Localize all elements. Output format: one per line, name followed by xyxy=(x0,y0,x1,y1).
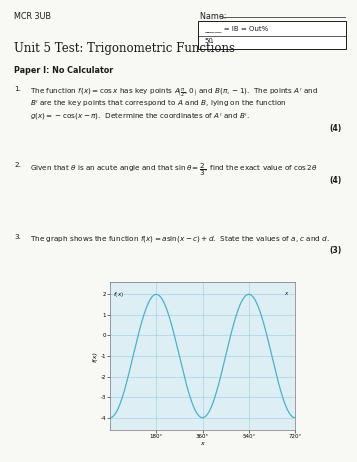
Text: _____ = IB = Out%: _____ = IB = Out% xyxy=(204,25,268,32)
X-axis label: x: x xyxy=(201,441,204,445)
Text: MCR 3UB: MCR 3UB xyxy=(14,12,51,21)
Text: $x$: $x$ xyxy=(285,290,290,297)
Text: Given that $\theta$ is an acute angle and that $\sin\theta = \dfrac{2}{3}$, find: Given that $\theta$ is an acute angle an… xyxy=(30,162,318,178)
Text: The graph shows the function $f(x) = a\sin(x - c) + d$.  State the values of $a$: The graph shows the function $f(x) = a\s… xyxy=(30,234,330,244)
Text: $B'$ are the key points that correspond to $A$ and $B$, lying on the function: $B'$ are the key points that correspond … xyxy=(30,99,286,110)
Text: $g(x) = -\cos(x - \pi)$.  Determine the coordinates of $A'$ and $B'$.: $g(x) = -\cos(x - \pi)$. Determine the c… xyxy=(30,112,250,123)
Text: (3): (3) xyxy=(330,246,342,255)
Text: (4): (4) xyxy=(330,124,342,133)
Text: Name:: Name: xyxy=(200,12,229,21)
Text: 2.: 2. xyxy=(14,162,21,168)
Text: Unit 5 Test: Trigonometric Functions: Unit 5 Test: Trigonometric Functions xyxy=(14,42,235,55)
Text: The function $f(x) = \cos x$ has key points $A\!\left(\frac{\pi}{2}, 0\right)$ a: The function $f(x) = \cos x$ has key poi… xyxy=(30,86,318,99)
Text: $f(x)$: $f(x)$ xyxy=(112,290,124,299)
Text: 3.: 3. xyxy=(14,234,21,240)
Y-axis label: f(x): f(x) xyxy=(92,351,97,361)
Text: 50: 50 xyxy=(204,38,213,44)
Text: (4): (4) xyxy=(330,176,342,185)
Text: Paper I: No Calculator: Paper I: No Calculator xyxy=(14,66,113,75)
Text: 1.: 1. xyxy=(14,86,21,92)
FancyBboxPatch shape xyxy=(198,21,346,49)
